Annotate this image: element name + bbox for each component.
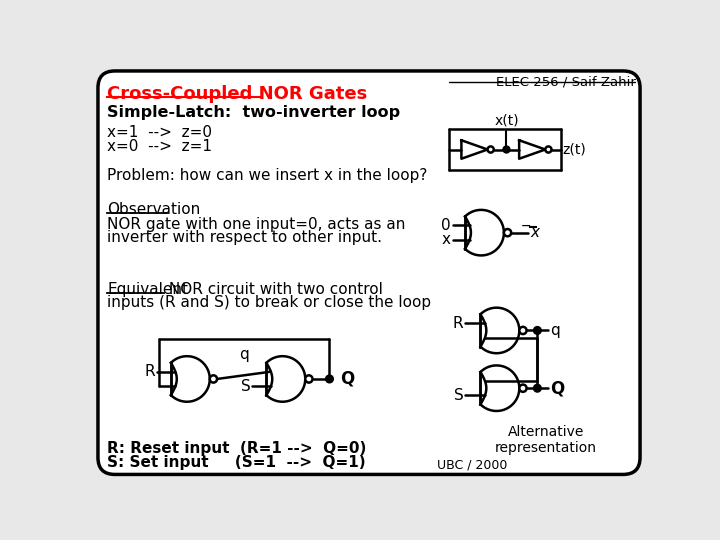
Text: Problem: how can we insert x in the loop?: Problem: how can we insert x in the loop… <box>107 168 428 183</box>
Text: Alternative
representation: Alternative representation <box>495 425 597 455</box>
Circle shape <box>325 375 333 383</box>
Text: S: S <box>454 388 464 403</box>
Text: Equivalent: Equivalent <box>107 282 188 297</box>
Text: q: q <box>239 347 249 362</box>
Text: Observation: Observation <box>107 202 200 217</box>
Text: NOR gate with one input=0, acts as an: NOR gate with one input=0, acts as an <box>107 217 405 232</box>
Circle shape <box>503 146 510 153</box>
Text: Cross-Coupled NOR Gates: Cross-Coupled NOR Gates <box>107 85 367 103</box>
Circle shape <box>210 375 217 383</box>
Text: UBC / 2000: UBC / 2000 <box>437 458 507 471</box>
Text: R: R <box>145 364 156 379</box>
Circle shape <box>519 384 526 392</box>
Text: x=1  -->  z=0: x=1 --> z=0 <box>107 125 212 140</box>
Text: S: S <box>241 379 251 394</box>
Circle shape <box>487 146 494 153</box>
Text: Q: Q <box>549 379 564 397</box>
Text: NOR circuit with two control: NOR circuit with two control <box>164 282 383 297</box>
Text: Q: Q <box>341 370 354 388</box>
Text: q: q <box>549 323 559 338</box>
Text: z(t): z(t) <box>562 143 586 157</box>
Circle shape <box>519 327 526 334</box>
Text: R: R <box>453 316 464 330</box>
Circle shape <box>534 384 541 392</box>
Circle shape <box>534 327 541 334</box>
Text: Simple-Latch:  two-inverter loop: Simple-Latch: two-inverter loop <box>107 105 400 120</box>
Text: x: x <box>531 225 539 240</box>
Text: x: x <box>442 232 451 247</box>
Text: R: Reset input  (R=1 -->  Q=0): R: Reset input (R=1 --> Q=0) <box>107 441 366 456</box>
Text: x(t): x(t) <box>494 114 518 128</box>
Text: inverter with respect to other input.: inverter with respect to other input. <box>107 231 382 245</box>
FancyBboxPatch shape <box>98 71 640 475</box>
Text: S: Set input     (S=1  -->  Q=1): S: Set input (S=1 --> Q=1) <box>107 455 366 470</box>
Text: inputs (R and S) to break or close the loop: inputs (R and S) to break or close the l… <box>107 295 431 310</box>
Text: x=0  -->  z=1: x=0 --> z=1 <box>107 139 212 154</box>
Text: 0: 0 <box>441 218 451 233</box>
Circle shape <box>545 146 552 153</box>
Circle shape <box>305 375 312 383</box>
Text: ELEC 256 / Saif Zahir: ELEC 256 / Saif Zahir <box>495 76 636 89</box>
Circle shape <box>504 229 511 237</box>
